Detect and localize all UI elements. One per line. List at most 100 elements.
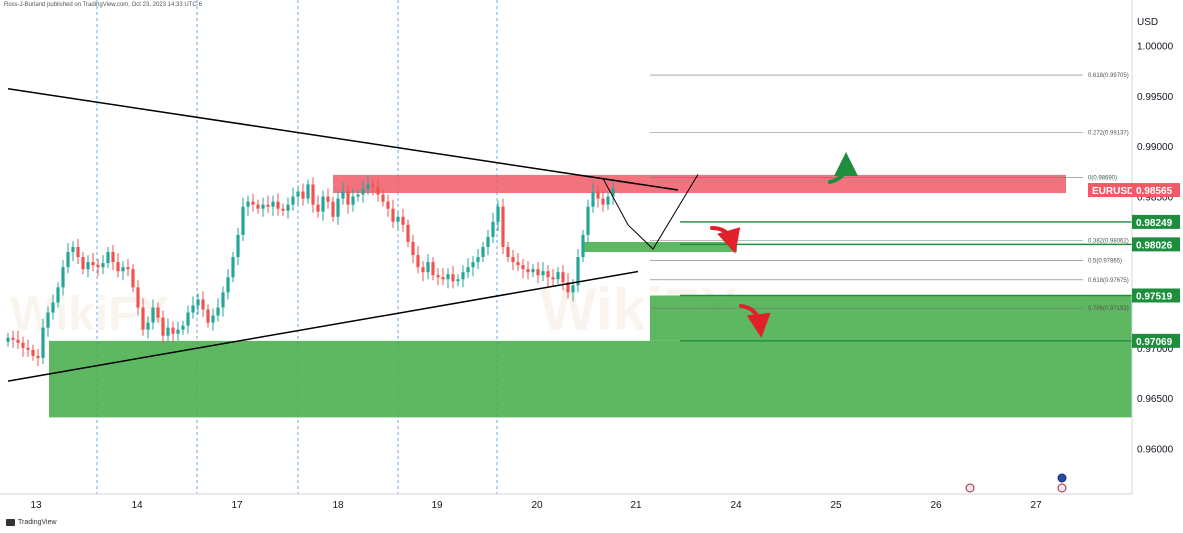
candle-body: [216, 307, 220, 316]
candle-body: [161, 317, 165, 336]
candle-body: [381, 194, 385, 202]
candle-body: [556, 272, 560, 280]
candle-body: [361, 188, 365, 195]
candle-body: [326, 196, 330, 202]
candle-body: [126, 267, 130, 270]
candle-body: [41, 327, 45, 358]
candle-body: [481, 247, 485, 258]
candle-body: [191, 305, 195, 313]
candle-body: [586, 206, 590, 235]
price-tags: EURUSD 0.98565 0.98249 0.98026 0.97519 0.9706…: [1088, 183, 1180, 348]
trendline-descending: [7, 87, 679, 191]
candle-body: [46, 312, 50, 328]
candle-body: [426, 262, 430, 273]
candle-body: [66, 252, 70, 268]
candle-body: [211, 315, 215, 323]
y-tick-label: 0.96500: [1137, 394, 1174, 405]
candle-body: [486, 236, 490, 247]
candle-body: [226, 277, 230, 293]
candle-body: [471, 262, 475, 268]
price-tag-value: 0.98026: [1136, 240, 1173, 251]
candle-body: [236, 234, 240, 258]
candle-body: [61, 267, 65, 288]
candle-body: [291, 196, 295, 205]
green-up-arrow-icon: [828, 152, 858, 184]
candle-body: [166, 327, 170, 336]
candle-body: [231, 257, 235, 278]
y-tick-label: 0.98500: [1137, 193, 1174, 204]
candle-body: [91, 262, 95, 266]
candle-body: [26, 347, 30, 350]
candle-body: [401, 216, 405, 225]
candle-body: [506, 247, 510, 258]
candle-body: [56, 287, 60, 303]
candle-body: [186, 312, 190, 326]
candle-body: [351, 196, 355, 205]
candle-body: [101, 263, 105, 268]
candle-body: [141, 307, 145, 330]
candle-body: [221, 292, 225, 308]
candle-body: [581, 234, 585, 258]
y-tick-label: 0.97000: [1137, 344, 1174, 355]
candle-body: [531, 269, 535, 273]
candle-body: [526, 269, 530, 273]
candle-body: [116, 262, 120, 272]
candle-body: [431, 262, 435, 276]
candle-body: [331, 201, 335, 217]
candle-body: [611, 188, 615, 197]
price-tag-value: 0.97069: [1136, 337, 1173, 348]
trendline-ascending: [7, 270, 639, 382]
candle-body: [341, 191, 345, 199]
candle-body: [261, 204, 265, 209]
y-tick-label: 1.00000: [1137, 41, 1174, 52]
x-axis-ticks: 13 14 17 18 19 20 21 24 25 26 27: [30, 500, 1042, 511]
direction-arrows: [710, 152, 858, 338]
publisher-header: Ross-J-Burland published on TradingView.…: [4, 2, 202, 8]
candle-body: [146, 322, 150, 330]
candle-body: [276, 201, 280, 209]
candle-body: [301, 191, 305, 199]
price-tag-box: [1132, 183, 1180, 198]
candle-body: [536, 269, 540, 276]
candle-body: [391, 208, 395, 222]
x-tick-label: 26: [930, 500, 942, 511]
red-down-arrow-icon: [739, 304, 771, 338]
candle-body: [411, 241, 415, 256]
tradingview-brand: TradingView: [18, 519, 57, 526]
candle-body: [296, 191, 300, 197]
candle-body: [571, 285, 575, 293]
candle-body: [6, 337, 10, 342]
y-tick-label: 0.96000: [1137, 445, 1174, 456]
candle-body: [171, 327, 175, 334]
fib-label: 0.382(0.98062): [1088, 239, 1129, 245]
candle-body: [11, 337, 15, 340]
candle-body: [416, 255, 420, 268]
x-tick-label: 14: [131, 500, 143, 511]
candle-body: [71, 247, 75, 253]
candle-body: [136, 287, 140, 308]
candle-body: [521, 265, 525, 270]
price-zones: [49, 174, 1132, 418]
candle-body: [551, 277, 555, 280]
candle-body: [336, 198, 340, 217]
candle-body: [356, 194, 360, 197]
candle-body: [591, 191, 595, 207]
candle-body: [606, 196, 610, 205]
candle-body: [596, 191, 600, 199]
event-icons: [965, 473, 1067, 493]
projection-line: [602, 174, 699, 250]
x-tick-label: 18: [332, 500, 344, 511]
candle-body: [31, 349, 35, 356]
zone-support-base: [49, 340, 1132, 418]
us-flag-icon: [1057, 483, 1067, 493]
x-tick-label: 19: [431, 500, 443, 511]
candle-body: [501, 206, 505, 247]
candle-body: [86, 262, 90, 270]
price-tag-box: [1132, 237, 1180, 252]
price-tag-box: [1132, 288, 1180, 303]
candle-body: [131, 269, 135, 288]
candle-body: [576, 257, 580, 286]
candle-body: [491, 221, 495, 237]
us-flag-icon: [965, 483, 975, 493]
